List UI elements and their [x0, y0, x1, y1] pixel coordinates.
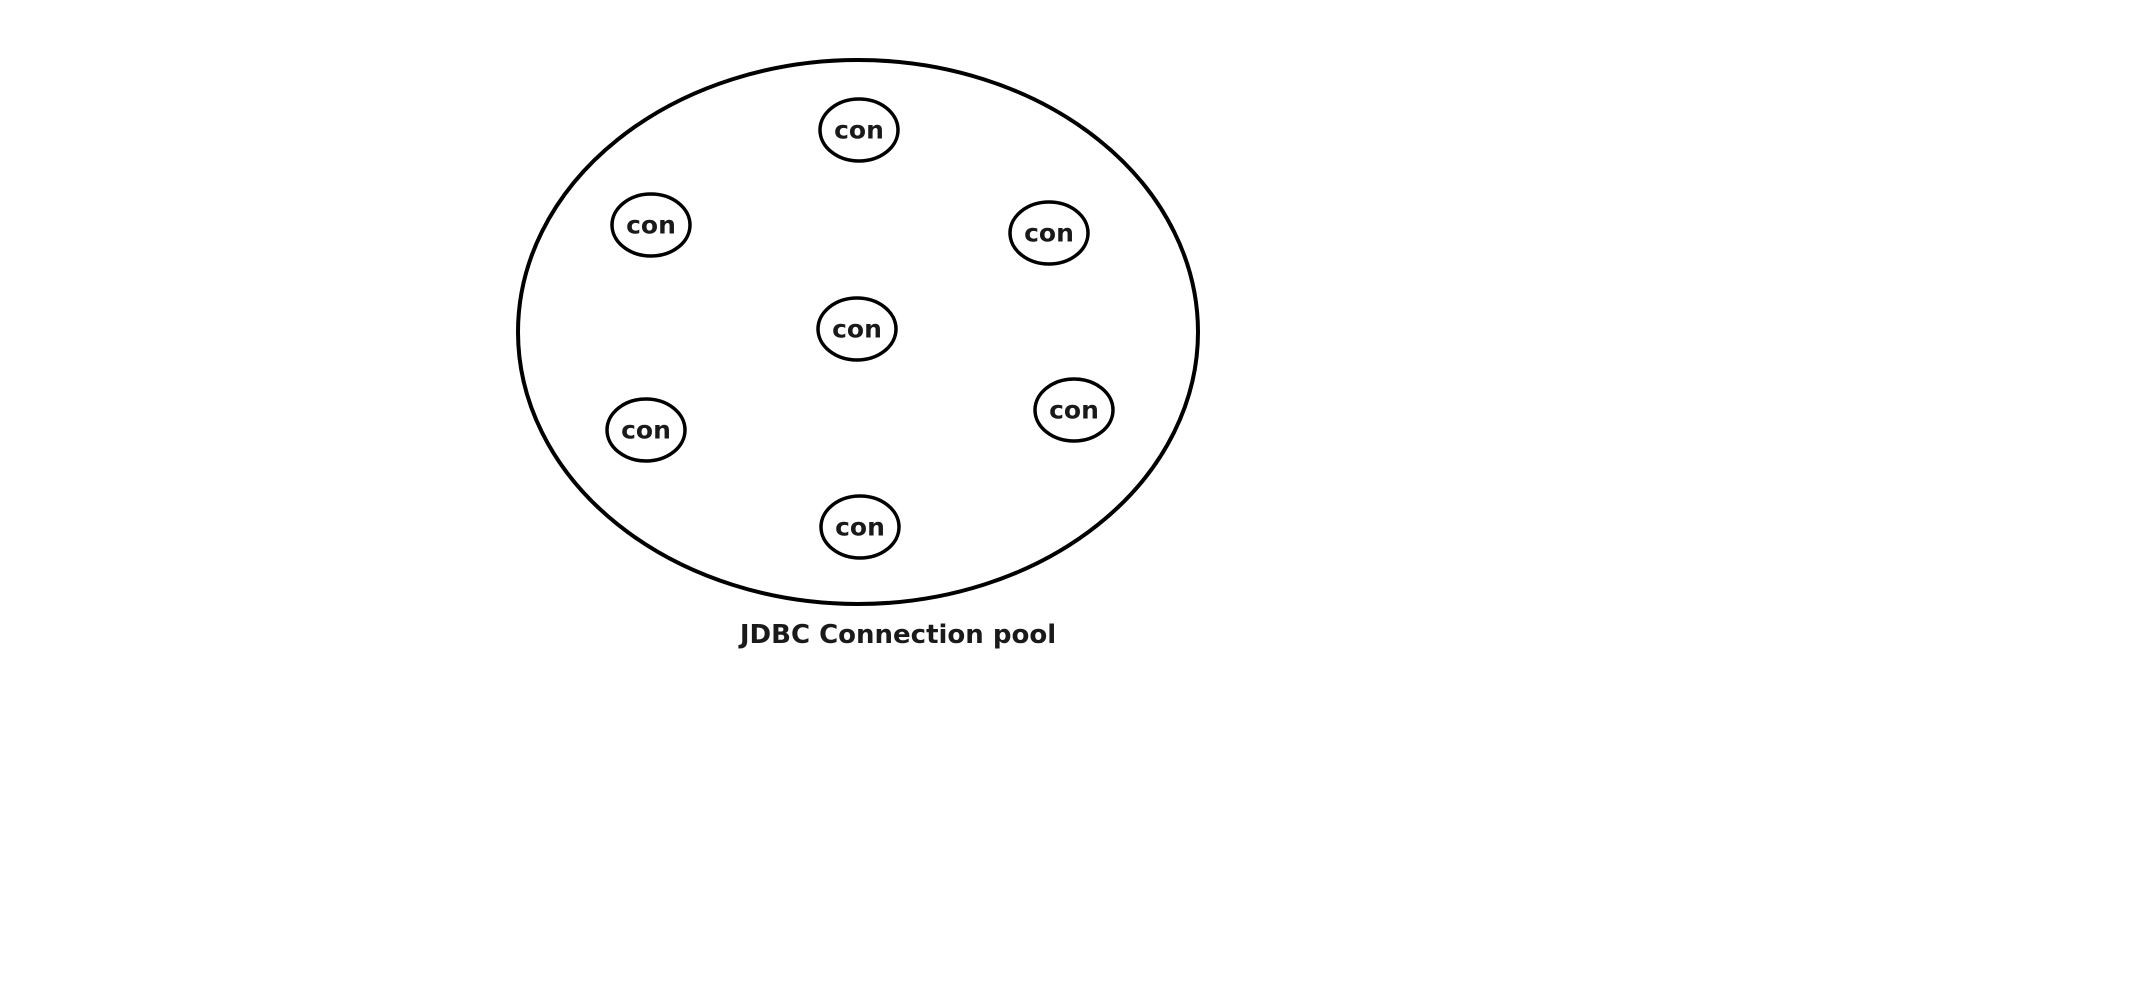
connection-ellipse: [818, 97, 900, 163]
connection-ellipse: [605, 397, 687, 463]
connection-ellipse: [1008, 200, 1090, 266]
connection-node: con: [816, 296, 898, 362]
connection-ellipse: [819, 494, 901, 560]
connection-label: con: [1024, 219, 1074, 248]
connection-label: con: [626, 211, 676, 240]
connection-label: con: [621, 416, 671, 445]
connection-node: con: [1033, 377, 1115, 443]
connection-node: con: [610, 192, 692, 258]
connection-node: con: [818, 97, 900, 163]
connection-ellipse: [1033, 377, 1115, 443]
connection-label: con: [835, 513, 885, 542]
connection-node: con: [819, 494, 901, 560]
connection-ellipse: [610, 192, 692, 258]
connection-label: con: [1049, 396, 1099, 425]
connection-ellipse: [816, 296, 898, 362]
pool-boundary: [516, 58, 1200, 606]
connection-label: con: [834, 116, 884, 145]
connection-label: con: [832, 315, 882, 344]
connection-node: con: [1008, 200, 1090, 266]
pool-label: JDBC Connection pool: [738, 620, 1056, 650]
connection-node: con: [605, 397, 687, 463]
